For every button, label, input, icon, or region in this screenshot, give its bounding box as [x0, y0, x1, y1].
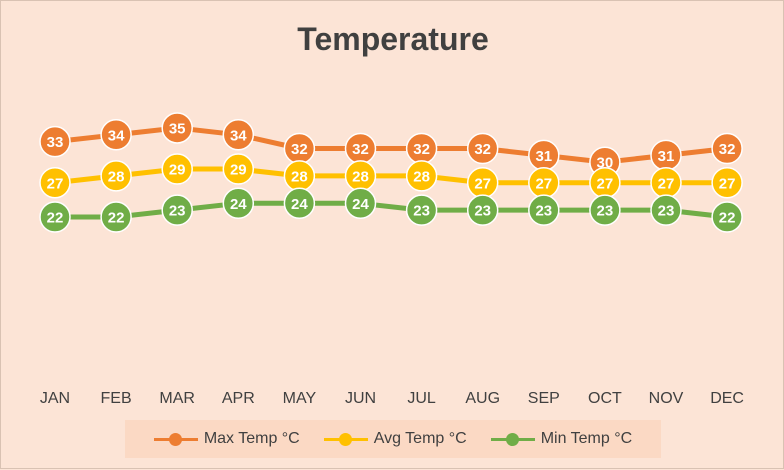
data-label: 28: [108, 168, 125, 185]
data-label: 24: [291, 196, 308, 213]
data-label: 24: [230, 196, 247, 213]
data-label: 22: [47, 210, 64, 227]
data-point: [161, 112, 193, 144]
x-axis: JAN FEB MAR APR MAY JUN JUL AUG SEP OCT NOV DEC: [40, 390, 744, 407]
data-point: [711, 201, 743, 233]
legend-label: Avg Temp °C: [373, 430, 467, 447]
data-point: [650, 194, 682, 226]
data-point: [711, 132, 743, 165]
data-label: 28: [291, 168, 308, 185]
data-point: [39, 167, 71, 199]
data-point: [405, 194, 438, 226]
data-point: [711, 167, 743, 199]
data-label: 35: [169, 120, 186, 137]
data-label: 27: [597, 175, 614, 192]
data-point: [222, 119, 255, 151]
data-label: 27: [47, 175, 64, 192]
data-label: 30: [597, 155, 614, 172]
data-point: [161, 194, 193, 226]
x-tick-label: APR: [222, 390, 255, 407]
data-label: 29: [169, 162, 186, 179]
data-label: 34: [108, 127, 125, 144]
data-label: 23: [413, 203, 430, 220]
data-label: 27: [719, 175, 736, 192]
data-label: 23: [535, 203, 552, 220]
x-tick-label: JAN: [40, 390, 70, 407]
data-label: 22: [108, 210, 125, 227]
series-line: [52, 125, 730, 165]
x-tick-label: MAR: [159, 390, 195, 407]
data-point: [283, 187, 316, 220]
x-tick-label: DEC: [710, 390, 744, 407]
legend-marker: [323, 432, 368, 446]
data-label: 32: [719, 141, 736, 158]
x-tick-label: FEB: [101, 390, 132, 407]
data-point: [466, 132, 499, 165]
x-tick-label: NOV: [649, 390, 684, 407]
legend-marker: [490, 432, 535, 446]
data-label: 32: [413, 141, 430, 158]
data-label: 32: [474, 141, 491, 158]
data-point: [344, 187, 377, 220]
data-label: 32: [352, 141, 369, 158]
data-label: 33: [47, 134, 64, 151]
data-point: [589, 194, 621, 226]
data-label: 23: [474, 203, 491, 220]
data-point: [100, 160, 132, 192]
data-point: [528, 194, 560, 226]
data-point: [222, 153, 255, 185]
data-label: 31: [658, 148, 675, 165]
data-label: 27: [535, 175, 552, 192]
data-label: 23: [597, 203, 614, 220]
data-label: 29: [230, 162, 247, 179]
x-tick-label: AUG: [465, 390, 500, 407]
data-point: [405, 160, 438, 192]
chart-title: Temperature: [297, 21, 489, 57]
legend-marker: [153, 432, 198, 446]
data-point: [39, 125, 71, 158]
legend: Max Temp °C Avg Temp °C Min Temp °C: [125, 420, 661, 458]
data-label: 34: [230, 127, 247, 144]
legend-label: Max Temp °C: [203, 430, 300, 447]
series-line: [52, 200, 730, 220]
series-line: [52, 166, 730, 186]
legend-item: Max Temp °C: [153, 430, 300, 448]
data-label: 27: [658, 175, 675, 192]
data-point: [100, 201, 132, 233]
data-label: 23: [658, 203, 675, 220]
series-1: 33 34 35 34 32 32 32 32 31 30 31 32: [39, 112, 743, 178]
data-point: [466, 194, 499, 226]
legend-item: Min Temp °C: [490, 430, 633, 448]
data-point: [39, 201, 71, 233]
data-point: [100, 119, 132, 151]
x-tick-label: OCT: [588, 390, 622, 407]
x-tick-label: SEP: [528, 390, 560, 407]
legend-item: Avg Temp °C: [323, 430, 467, 448]
x-tick-label: MAY: [283, 390, 317, 407]
series-3: 22 22 23 24 24 24 23 23 23 23 23 22: [39, 187, 743, 233]
data-label: 23: [169, 203, 186, 220]
data-label: 28: [352, 168, 369, 185]
data-label: 24: [352, 196, 369, 213]
x-tick-label: JUN: [345, 390, 376, 407]
series-2: 27 28 29 29 28 28 28 27 27 27 27 27: [39, 153, 743, 199]
data-label: 27: [474, 175, 491, 192]
data-label: 31: [535, 148, 552, 165]
data-point: [161, 153, 193, 185]
legend-label: Min Temp °C: [540, 430, 633, 447]
data-point: [222, 187, 255, 220]
data-label: 32: [291, 141, 308, 158]
data-label: 28: [413, 168, 430, 185]
data-label: 22: [719, 210, 736, 227]
x-tick-label: JUL: [407, 390, 436, 407]
